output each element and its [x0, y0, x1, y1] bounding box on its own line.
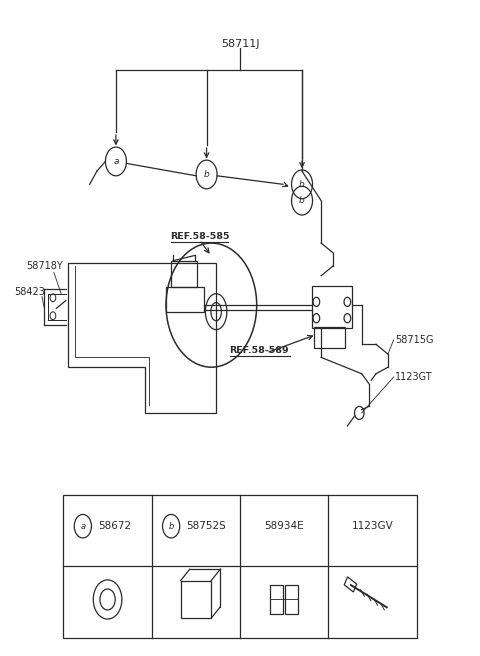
Text: 58715G: 58715G [395, 335, 433, 345]
Bar [314, 327, 345, 348]
Text: 58752S: 58752S [186, 521, 226, 531]
Text: REF.58-585: REF.58-585 [170, 232, 229, 241]
Text: a: a [80, 522, 85, 531]
Text: b: b [299, 196, 305, 205]
Bar [344, 577, 357, 592]
Text: b: b [204, 170, 209, 179]
Bar [312, 285, 352, 328]
Text: 1123GT: 1123GT [395, 372, 433, 382]
Bar [63, 495, 417, 638]
Bar [270, 584, 283, 614]
Text: REF.58-589: REF.58-589 [229, 346, 289, 356]
Text: 58672: 58672 [98, 521, 131, 531]
Text: 58718Y: 58718Y [26, 261, 63, 271]
Text: b: b [168, 522, 174, 531]
Text: 58423: 58423 [14, 287, 46, 297]
Bar [285, 584, 299, 614]
Bar [166, 287, 204, 312]
Bar [180, 581, 211, 619]
Text: 58711J: 58711J [221, 39, 259, 49]
Text: b: b [299, 180, 305, 189]
Text: a: a [113, 157, 119, 166]
Bar [171, 260, 197, 287]
Text: 1123GV: 1123GV [351, 521, 393, 531]
Text: 58934E: 58934E [264, 521, 304, 531]
